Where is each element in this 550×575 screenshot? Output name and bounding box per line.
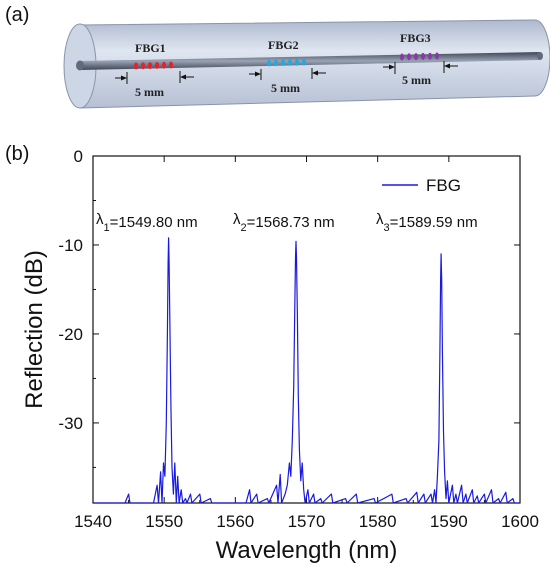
y-tick-label: 0 <box>74 147 83 166</box>
fbg1-length: 5 mm <box>135 85 164 99</box>
fbg1-grating-marks <box>134 61 173 70</box>
legend-label: FBG <box>426 176 461 195</box>
x-axis-label: Wavelength (nm) <box>216 537 398 564</box>
fbg1-label: FBG1 <box>135 41 166 55</box>
peak-annotation-2: λ2=1568.73 nm <box>233 211 335 234</box>
x-tick-label: 1540 <box>74 512 112 531</box>
panel-b-label: (b) <box>5 143 30 165</box>
peak-annotation-3: λ3=1589.59 nm <box>376 211 478 234</box>
x-tick-label: 1560 <box>216 512 254 531</box>
plot-frame <box>92 155 521 504</box>
x-tick-label: 1580 <box>359 512 397 531</box>
panel-a-label: (a) <box>5 4 30 26</box>
fbg2-grating-marks <box>267 58 306 67</box>
fbg2-length: 5 mm <box>271 81 300 95</box>
fbg3-label: FBG3 <box>400 31 431 45</box>
fbg2-group: FBG2 5 mm <box>249 38 326 95</box>
fiber-core <box>80 52 540 70</box>
series-line-fbg <box>93 237 520 504</box>
fbg3-grating-marks <box>400 52 439 61</box>
y-tick-label: -10 <box>58 236 83 255</box>
y-tick-label: -30 <box>58 414 83 433</box>
fbg2-label: FBG2 <box>268 38 299 52</box>
fbg1-group: FBG1 5 mm <box>115 41 194 99</box>
y-axis-label: Reflection (dB) <box>21 250 48 409</box>
fbg3-group: FBG3 5 mm <box>383 31 458 87</box>
fiber-schematic: FBG1 5 mm FBG2 5 mm FBG3 5 mm <box>63 19 550 109</box>
peak-annotation-1: λ1=1549.80 nm <box>96 211 198 234</box>
x-tick-label: 1550 <box>145 512 183 531</box>
fbg3-length: 5 mm <box>402 73 431 87</box>
x-tick-label: 1570 <box>288 512 326 531</box>
x-tick-label: 1590 <box>430 512 468 531</box>
y-tick-label: -20 <box>58 325 83 344</box>
x-tick-label: 1600 <box>501 512 539 531</box>
